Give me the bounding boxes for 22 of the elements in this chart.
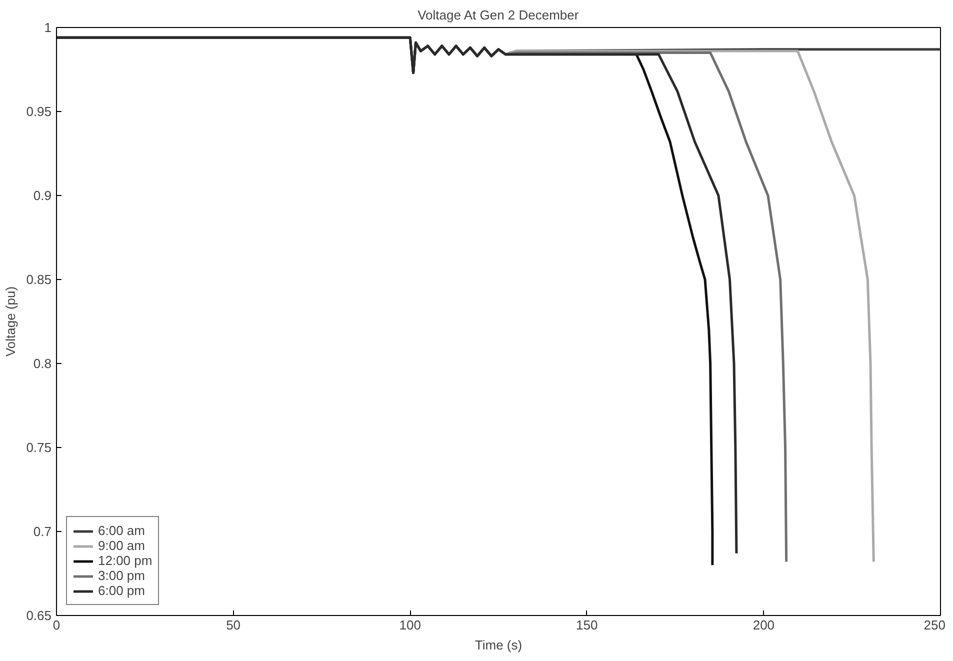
y-tick-label: 0.85 [26,272,52,287]
y-tick-label: 0.7 [33,524,52,539]
y-tick-label: 1 [44,20,52,35]
chart-title: Voltage At Gen 2 December [418,8,580,22]
legend-label: 9:00 am [98,538,145,553]
x-tick-label: 200 [752,618,775,632]
y-tick-label: 0.8 [33,356,52,371]
x-tick-label: 0 [52,618,60,632]
legend-label: 6:00 pm [98,583,145,598]
x-axis-title: Time (s) [474,638,522,652]
y-tick-label: 0.65 [26,608,52,623]
x-tick-label: 250 [924,618,946,632]
legend-label: 6:00 am [98,523,145,538]
y-axis-title: Voltage (pu) [3,286,18,357]
y-tick-label: 0.9 [33,188,52,203]
y-tick-label: 0.95 [26,104,52,119]
legend-label: 12:00 pm [98,553,152,568]
x-tick-label: 150 [576,618,598,632]
y-tick-label: 0.75 [26,440,52,455]
x-tick-label: 100 [399,618,421,632]
legend-label: 3:00 pm [98,568,145,583]
x-tick-label: 50 [226,618,241,632]
